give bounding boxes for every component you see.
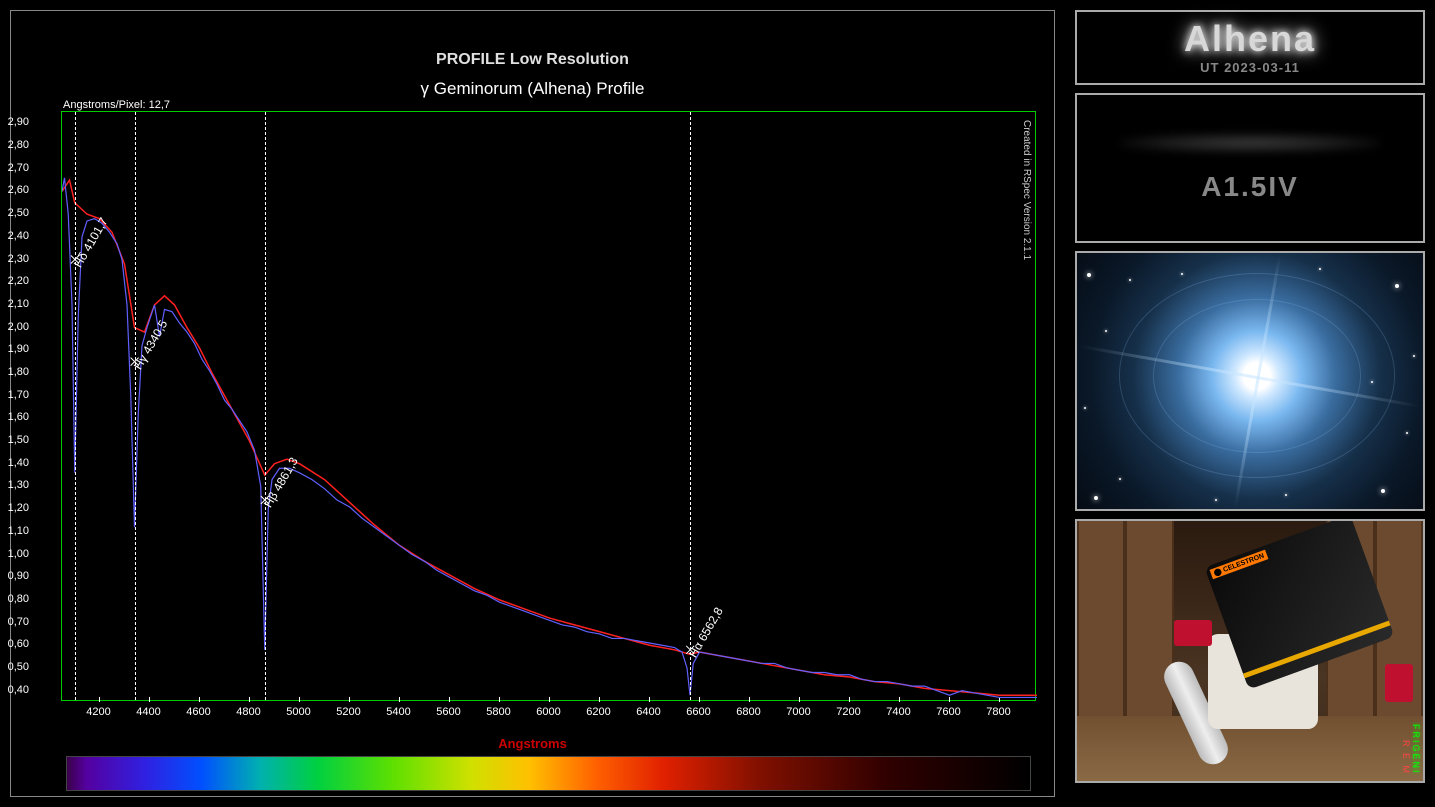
x-tick-label: 4600 <box>186 706 210 718</box>
x-tick-label: 4200 <box>86 706 110 718</box>
y-tick-label: 2,60 <box>8 184 29 196</box>
y-tick-label: 1,80 <box>8 366 29 378</box>
x-tick-label: 7000 <box>786 706 810 718</box>
accessory-box <box>1385 664 1413 702</box>
spectrum-strip-thumb <box>1120 133 1380 153</box>
celestron-badge: ⬤ CELESTRON <box>1210 549 1269 579</box>
field-star <box>1285 494 1287 496</box>
software-credit: Created in RSpec Version 2.1.1 <box>1021 120 1032 260</box>
field-star <box>1094 496 1098 500</box>
y-tick-label: 2,30 <box>8 253 29 265</box>
x-tick-label: 5400 <box>386 706 410 718</box>
accessory-box <box>1174 620 1212 646</box>
star-image-box <box>1075 251 1425 511</box>
star-header-box: Alhena UT 2023-03-11 <box>1075 10 1425 85</box>
x-tick-label: 6800 <box>736 706 760 718</box>
x-tick-label: 7600 <box>936 706 960 718</box>
series-measured <box>62 178 1037 698</box>
star-name: Alhena <box>1077 18 1423 60</box>
field-star <box>1319 268 1321 270</box>
y-tick-label: 1,40 <box>8 457 29 469</box>
x-tick-label: 5200 <box>336 706 360 718</box>
field-star <box>1105 330 1107 332</box>
spectral-class-box: A1.5IV <box>1075 93 1425 243</box>
author-watermark-2: R E M <box>1401 740 1411 775</box>
spectral-type: A1.5IV <box>1201 171 1299 203</box>
x-tick-label: 7200 <box>836 706 860 718</box>
field-star <box>1215 499 1217 501</box>
x-tick-label: 5800 <box>486 706 510 718</box>
y-tick-label: 2,40 <box>8 230 29 242</box>
spectrum-lines-svg <box>62 112 1037 702</box>
y-tick-label: 0,70 <box>8 616 29 628</box>
field-star <box>1181 273 1183 275</box>
x-tick-label: 6000 <box>536 706 560 718</box>
visible-spectrum-bar <box>66 756 1031 791</box>
y-tick-label: 1,50 <box>8 434 29 446</box>
y-tick-label: 0,50 <box>8 661 29 673</box>
star-field-image <box>1077 253 1423 509</box>
y-tick-label: 1,20 <box>8 502 29 514</box>
chart-title-secondary: γ Geminorum (Alhena) Profile <box>421 79 645 99</box>
y-tick-label: 1,90 <box>8 343 29 355</box>
field-star <box>1381 489 1385 493</box>
author-watermark: FRIGENI <box>1411 724 1421 775</box>
x-tick-label: 4400 <box>136 706 160 718</box>
y-tick-label: 1,70 <box>8 389 29 401</box>
x-tick-label: 6600 <box>686 706 710 718</box>
chart-title-primary: PROFILE Low Resolution <box>436 51 629 69</box>
y-tick-label: 1,30 <box>8 479 29 491</box>
y-tick-label: 0,60 <box>8 638 29 650</box>
observation-date: UT 2023-03-11 <box>1077 60 1423 75</box>
x-tick-label: 4800 <box>236 706 260 718</box>
telescope-image-box: ⬤ CELESTRON FRIGENI R E M <box>1075 519 1425 783</box>
field-star <box>1406 432 1408 434</box>
series-reference <box>62 180 1037 695</box>
x-tick-label: 5000 <box>286 706 310 718</box>
field-star <box>1395 284 1399 288</box>
telescope-image: ⬤ CELESTRON FRIGENI R E M <box>1077 521 1423 781</box>
y-tick-label: 2,70 <box>8 162 29 174</box>
field-star <box>1087 273 1091 277</box>
field-star <box>1119 478 1121 480</box>
dispersion-note: Angstroms/Pixel: 12,7 <box>63 99 170 111</box>
field-star <box>1129 279 1131 281</box>
halo-ring <box>1119 273 1396 478</box>
y-tick-label: 1,10 <box>8 525 29 537</box>
x-tick-label: 6400 <box>636 706 660 718</box>
y-tick-label: 0,90 <box>8 570 29 582</box>
spectral-line-marker <box>690 112 691 700</box>
y-tick-label: 0,40 <box>8 684 29 696</box>
y-tick-label: 2,80 <box>8 139 29 151</box>
x-axis-title: Angstroms <box>498 736 567 751</box>
y-tick-label: 2,10 <box>8 298 29 310</box>
wood-wall <box>1077 521 1125 716</box>
field-star <box>1413 355 1415 357</box>
y-tick-label: 2,90 <box>8 116 29 128</box>
field-star <box>1084 407 1086 409</box>
x-tick-label: 7400 <box>886 706 910 718</box>
y-tick-label: 0,80 <box>8 593 29 605</box>
spectral-line-marker <box>135 112 136 700</box>
spectral-profile-panel: PROFILE Low Resolution γ Geminorum (Alhe… <box>10 10 1055 797</box>
x-tick-label: 5600 <box>436 706 460 718</box>
spectral-line-marker <box>75 112 76 700</box>
y-tick-label: 1,60 <box>8 411 29 423</box>
spectral-line-marker <box>265 112 266 700</box>
x-tick-label: 6200 <box>586 706 610 718</box>
info-sidebar: Alhena UT 2023-03-11 A1.5IV ⬤ CELESTRON <box>1075 10 1425 797</box>
plot-area: Created in RSpec Version 2.1.1 Hδ 4101,7… <box>61 111 1036 701</box>
y-tick-label: 2,20 <box>8 275 29 287</box>
y-tick-label: 1,00 <box>8 548 29 560</box>
x-tick-label: 7800 <box>986 706 1010 718</box>
y-tick-label: 2,50 <box>8 207 29 219</box>
y-tick-label: 2,00 <box>8 321 29 333</box>
